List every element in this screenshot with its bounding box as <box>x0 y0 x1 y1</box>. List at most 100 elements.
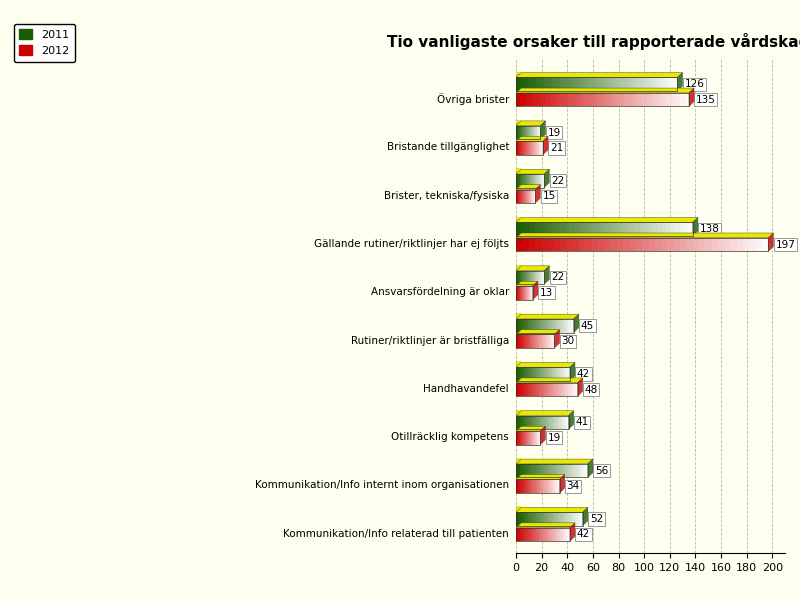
Bar <box>521 334 522 348</box>
Text: 30: 30 <box>562 336 574 346</box>
Bar <box>536 77 540 91</box>
Bar <box>636 238 642 251</box>
Bar <box>530 383 531 396</box>
Bar <box>617 77 621 91</box>
Bar <box>526 416 528 429</box>
Polygon shape <box>588 459 593 478</box>
Bar <box>542 479 543 493</box>
Bar <box>556 479 558 493</box>
Bar <box>562 383 564 396</box>
Polygon shape <box>516 169 550 174</box>
Bar <box>570 512 571 526</box>
Bar <box>516 334 517 348</box>
Bar <box>550 319 552 332</box>
Bar <box>516 383 518 396</box>
Bar <box>558 512 559 526</box>
Bar <box>528 527 530 541</box>
Bar <box>604 238 610 251</box>
Bar <box>535 527 536 541</box>
Bar <box>546 334 547 348</box>
Bar <box>526 319 527 332</box>
Bar <box>550 479 551 493</box>
Bar <box>516 361 521 397</box>
Bar <box>525 334 526 348</box>
Bar <box>542 334 543 348</box>
Bar <box>554 367 555 381</box>
Bar <box>548 367 550 381</box>
Bar <box>541 512 542 526</box>
Bar <box>686 238 693 251</box>
Bar <box>706 238 711 251</box>
Bar <box>529 464 530 478</box>
Bar <box>529 93 534 106</box>
Polygon shape <box>574 314 579 332</box>
Bar <box>540 367 542 381</box>
Bar <box>547 367 548 381</box>
Bar <box>546 367 547 381</box>
Bar <box>534 367 535 381</box>
Bar <box>564 383 566 396</box>
Bar <box>556 512 558 526</box>
Bar <box>531 479 532 493</box>
Bar <box>534 464 536 478</box>
Bar <box>552 527 554 541</box>
Bar <box>551 367 552 381</box>
Bar <box>520 319 522 332</box>
Bar <box>555 527 557 541</box>
Bar <box>666 77 670 91</box>
Bar <box>516 313 521 349</box>
Bar <box>516 464 518 478</box>
Bar <box>516 367 518 381</box>
Bar <box>516 265 521 301</box>
Bar <box>591 223 595 236</box>
Bar <box>539 479 540 493</box>
Bar <box>549 334 550 348</box>
Bar <box>530 367 531 381</box>
Bar <box>542 416 544 429</box>
Bar <box>658 93 663 106</box>
Bar <box>561 416 562 429</box>
Bar <box>614 223 618 236</box>
Bar <box>542 367 543 381</box>
Bar <box>533 416 534 429</box>
Bar <box>633 93 637 106</box>
Bar <box>516 416 518 429</box>
Bar <box>557 527 558 541</box>
Bar <box>516 168 521 204</box>
Bar <box>528 383 530 396</box>
Bar <box>551 223 556 236</box>
Bar <box>546 512 548 526</box>
Bar <box>527 319 529 332</box>
Bar <box>533 512 534 526</box>
Bar <box>586 223 591 236</box>
Bar <box>541 319 542 332</box>
Bar <box>737 238 743 251</box>
Bar <box>558 416 559 429</box>
Bar <box>519 334 520 348</box>
Bar <box>601 77 605 91</box>
Bar <box>551 416 553 429</box>
Bar <box>557 416 558 429</box>
Bar <box>544 383 546 396</box>
Polygon shape <box>582 508 588 526</box>
Bar <box>541 383 542 396</box>
Bar <box>568 93 572 106</box>
Bar <box>562 319 564 332</box>
Bar <box>550 334 552 348</box>
Bar <box>541 479 542 493</box>
Bar <box>531 527 532 541</box>
Bar <box>540 77 544 91</box>
Bar <box>569 527 570 541</box>
Bar <box>554 319 555 332</box>
Bar <box>518 512 519 526</box>
Bar <box>545 464 546 478</box>
Bar <box>552 464 554 478</box>
Bar <box>558 367 559 381</box>
Bar <box>568 512 570 526</box>
Bar <box>527 527 528 541</box>
Bar <box>561 367 562 381</box>
Bar <box>565 223 569 236</box>
Bar <box>538 416 540 429</box>
Bar <box>548 383 550 396</box>
Bar <box>672 93 676 106</box>
